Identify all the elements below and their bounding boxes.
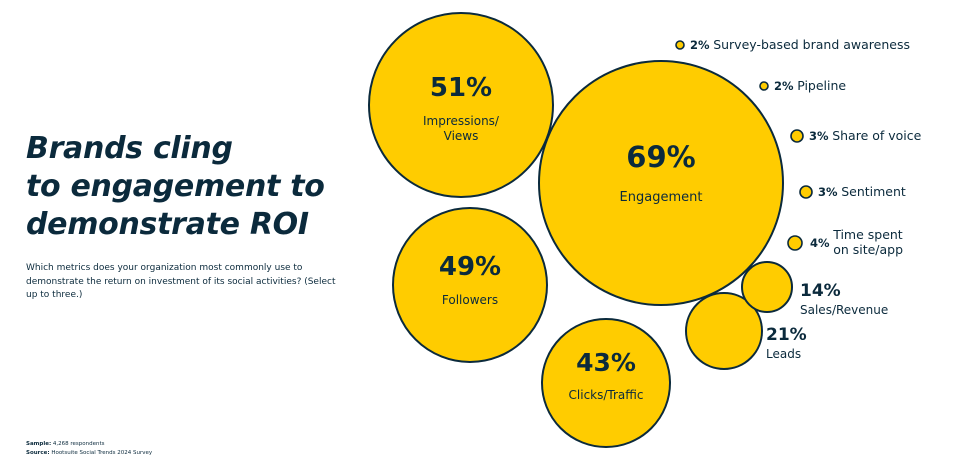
bubble-group-survey-based-brand-awareness: 2% Survey-based brand awareness — [675, 37, 910, 52]
title-line-3: demonstrate ROI — [26, 207, 309, 242]
category-label-clicks-traffic: Clicks/Traffic — [569, 388, 644, 402]
sample-label: Sample: — [26, 441, 52, 447]
bubble-followers — [392, 207, 548, 363]
category-label-share-of-voice: Share of voice — [832, 128, 921, 143]
page-title: Brands cling to engagement to demonstrat… — [26, 130, 325, 244]
category-label-engagement: Engagement — [620, 190, 703, 205]
bubble-engagement — [538, 60, 784, 306]
bubble-survey-based-brand-awareness — [675, 40, 685, 50]
value-label-pipeline: 2% — [774, 79, 794, 93]
category-label-time-spent-on-site-app-2: on site/app — [833, 242, 903, 257]
value-label-time-spent-on-site-app: 4% — [810, 236, 830, 250]
source-value: Hootsuite Social Trends 2024 Survey — [51, 450, 153, 456]
category-label-impressions-views: Impressions/ — [423, 114, 500, 128]
source-label: Source: — [26, 450, 50, 456]
category-label-leads: Leads — [766, 347, 801, 361]
bubble-group-engagement: 69% Engagement — [538, 60, 784, 306]
source-note: Source: Hootsuite Social Trends 2024 Sur… — [26, 449, 152, 458]
bubble-leads — [685, 292, 763, 370]
category-label-impressions-views-2: Views — [444, 129, 479, 143]
category-label-time-spent-on-site-app: Time spent — [832, 227, 903, 242]
value-label-share-of-voice: 3% — [809, 129, 829, 143]
footnotes: Sample: 4,268 respondents Source: Hootsu… — [26, 440, 152, 458]
bubble-group-leads: 21% Leads — [685, 292, 807, 370]
category-label-followers: Followers — [442, 293, 498, 307]
title-line-2: to engagement to — [26, 169, 325, 204]
bubble-group-share-of-voice: 3% Share of voice — [790, 128, 922, 143]
category-label-sales-revenue: Sales/Revenue — [800, 303, 888, 317]
sample-note: Sample: 4,268 respondents — [26, 440, 152, 449]
value-label-survey-based-brand-awareness: 2% — [690, 38, 710, 52]
bubble-time-spent-on-site-app — [787, 235, 803, 251]
bubble-group-pipeline: 2% Pipeline — [759, 78, 846, 93]
bubble-impressions-views — [368, 12, 554, 198]
value-label-leads: 21% — [766, 325, 807, 345]
bubble-group-impressions-views: 51% Impressions/Views — [368, 12, 554, 198]
bubble-sentiment — [799, 185, 813, 199]
bubble-group-sentiment: 3% Sentiment — [799, 184, 906, 199]
value-label-engagement: 69% — [626, 140, 695, 174]
bubble-pipeline — [759, 81, 769, 91]
bubble-group-sales-revenue: 14% Sales/Revenue — [741, 261, 888, 317]
title-line-1: Brands cling — [26, 131, 233, 166]
category-label-pipeline: Pipeline — [797, 78, 846, 93]
bubble-share-of-voice — [790, 129, 804, 143]
value-label-clicks-traffic: 43% — [576, 348, 636, 377]
chart-question: Which metrics does your organization mos… — [26, 263, 336, 300]
category-label-survey-based-brand-awareness: Survey-based brand awareness — [713, 37, 910, 52]
value-label-sales-revenue: 14% — [800, 281, 841, 301]
value-label-sentiment: 3% — [818, 185, 838, 199]
bubble-clicks-traffic — [541, 318, 671, 448]
bubble-group-followers: 49% Followers — [392, 207, 548, 363]
bubble-sales-revenue — [741, 261, 793, 313]
value-label-followers: 49% — [439, 252, 501, 282]
value-label-impressions-views: 51% — [430, 73, 492, 103]
bubble-group-clicks-traffic: 43% Clicks/Traffic — [541, 318, 671, 448]
category-label-sentiment: Sentiment — [841, 184, 906, 199]
sample-value: 4,268 respondents — [52, 441, 105, 447]
